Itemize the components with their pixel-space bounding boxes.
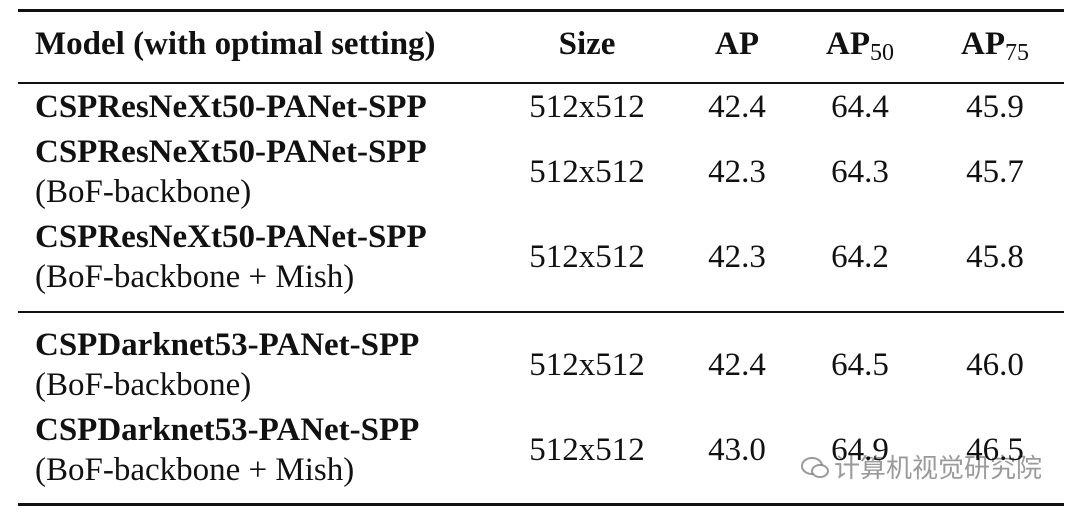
watermark-text: 计算机视觉研究院 (834, 454, 1043, 484)
cell: 46.5 (966, 432, 1024, 468)
header-text: AP (826, 26, 870, 62)
header-sub: 75 (1005, 40, 1029, 66)
header-ap50: AP50 (826, 24, 894, 73)
cell: 64.4 (831, 89, 889, 125)
cell: 42.4 (708, 89, 766, 125)
cell: 45.7 (966, 154, 1024, 190)
model-note: (BoF-backbone + Mish) (35, 259, 355, 295)
model-name: CSPResNeXt50-PANet-SPP (35, 134, 427, 170)
cell: 64.9 (831, 432, 889, 468)
cell: 42.3 (708, 154, 766, 190)
cell: 45.9 (966, 89, 1024, 125)
model-name: CSPDarknet53-PANet-SPP (35, 327, 420, 363)
header-text: AP (961, 26, 1005, 62)
model-name: CSPDarknet53-PANet-SPP (35, 412, 420, 448)
header-ap: AP (715, 26, 759, 62)
cell: 42.3 (708, 239, 766, 275)
watermark: 计算机视觉研究院 (800, 448, 1042, 485)
cell: 46.0 (966, 347, 1024, 383)
cell: 512x512 (529, 239, 645, 275)
group-rule (18, 311, 1064, 313)
cell: 42.4 (708, 347, 766, 383)
model-note: (BoF-backbone + Mish) (35, 452, 355, 488)
model-note: (BoF-backbone) (35, 174, 252, 210)
header-size: Size (558, 26, 616, 62)
model-note: (BoF-backbone) (35, 367, 252, 403)
watermark-icon (801, 457, 829, 478)
model-name: CSPResNeXt50-PANet-SPP (35, 219, 427, 255)
cell: 512x512 (529, 347, 645, 383)
cell: 45.8 (966, 239, 1024, 275)
cell: 512x512 (529, 432, 645, 468)
cell: 64.2 (831, 239, 889, 275)
header-sub: 50 (870, 40, 894, 66)
bottom-rule (18, 503, 1064, 506)
cell: 64.3 (831, 154, 889, 190)
header-ap75: AP75 (961, 24, 1029, 73)
cell: 512x512 (529, 154, 645, 190)
header-model: Model (with optimal setting) (35, 26, 436, 62)
cell: 512x512 (529, 89, 645, 125)
header-rule (18, 82, 1064, 84)
top-rule (18, 9, 1064, 12)
cell: 43.0 (708, 432, 766, 468)
cell: 64.5 (831, 347, 889, 383)
model-name: CSPResNeXt50-PANet-SPP (35, 89, 427, 125)
